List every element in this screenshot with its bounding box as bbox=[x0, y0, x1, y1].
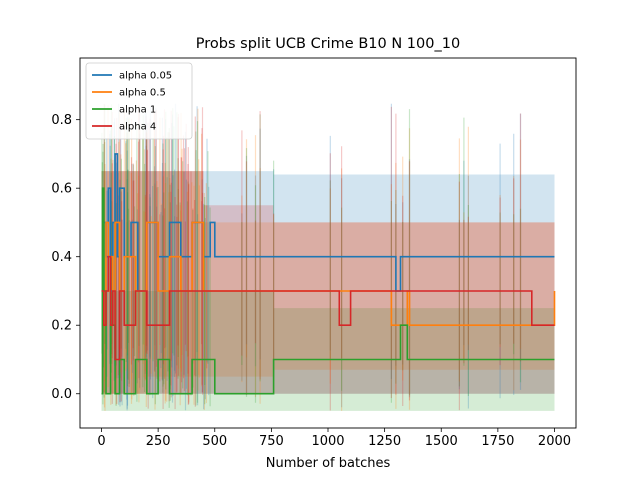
x-tick-label: 750 bbox=[259, 434, 284, 449]
y-tick-label: 0.0 bbox=[51, 387, 72, 402]
x-axis-ticks: 0 250 500 750 1000 1250 1500 1750 2000 bbox=[97, 428, 571, 449]
x-tick-label: 2000 bbox=[538, 434, 571, 449]
y-tick-label: 0.6 bbox=[51, 182, 72, 197]
x-axis-label: Number of batches bbox=[266, 456, 391, 471]
x-tick-label: 1750 bbox=[481, 434, 514, 449]
x-tick-label: 250 bbox=[146, 434, 171, 449]
legend-entry: alpha 0.5 bbox=[119, 88, 166, 99]
series-lines bbox=[101, 153, 556, 395]
x-tick-label: 0 bbox=[97, 434, 105, 449]
legend: alpha 0.05 alpha 0.5 alpha 1 alpha 4 bbox=[85, 62, 193, 140]
legend-entry: alpha 1 bbox=[119, 105, 156, 116]
y-axis-ticks: 0.0 0.2 0.4 0.6 0.8 bbox=[51, 113, 80, 402]
x-tick-label: 1000 bbox=[311, 434, 344, 449]
x-tick-label: 1250 bbox=[368, 434, 401, 449]
legend-box bbox=[85, 62, 193, 140]
y-tick-label: 0.4 bbox=[51, 250, 72, 265]
chart-title: Probs split UCB Crime B10 N 100_10 bbox=[196, 36, 460, 52]
legend-entry: alpha 0.05 bbox=[119, 71, 172, 82]
y-tick-label: 0.8 bbox=[51, 113, 72, 128]
series-line-alpha-1 bbox=[101, 187, 555, 395]
series-line-alpha-4 bbox=[101, 255, 555, 361]
x-tick-label: 500 bbox=[202, 434, 227, 449]
x-tick-label: 1500 bbox=[425, 434, 458, 449]
y-tick-label: 0.2 bbox=[51, 319, 72, 334]
legend-entry: alpha 4 bbox=[119, 122, 156, 133]
